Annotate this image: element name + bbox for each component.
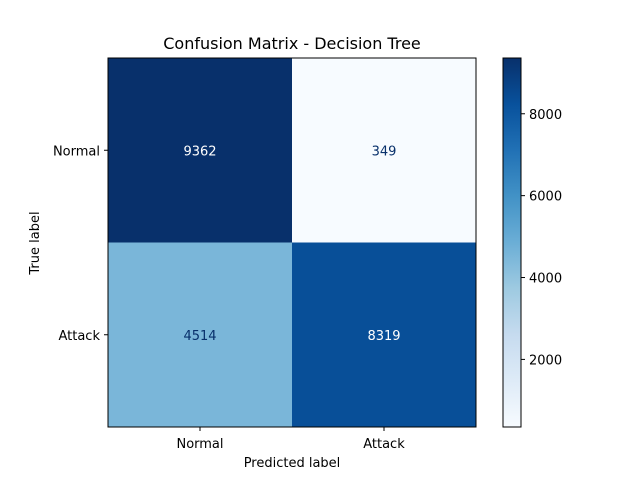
cell-value-label: 9362	[183, 144, 216, 159]
cell-value-label: 349	[372, 144, 397, 159]
matrix-frame	[107, 57, 477, 428]
colorbar	[502, 57, 522, 428]
matrix-cell	[292, 58, 476, 243]
x-tick-label: Normal	[176, 437, 223, 452]
x-axis-label: Predicted label	[244, 456, 341, 471]
matrix-cell	[292, 242, 476, 427]
x-tick-label: Attack	[363, 437, 405, 452]
matrix-cell	[108, 242, 292, 427]
x-axis-ticks: Normal Attack	[176, 427, 405, 452]
chart-title: Confusion Matrix - Decision Tree	[163, 34, 421, 53]
y-tick-label: Attack	[58, 329, 100, 344]
colorbar-ticks: 2000 4000 6000 8000	[521, 108, 562, 368]
y-axis-ticks: Normal Attack	[53, 144, 108, 344]
y-tick-label: Normal	[53, 144, 100, 159]
colorbar-tick-label: 2000	[529, 353, 562, 368]
colorbar-tick-label: 8000	[529, 108, 562, 123]
colorbar-tick-label: 6000	[529, 190, 562, 205]
matrix-cells: 9362 349 4514 8319	[108, 58, 476, 427]
matrix-cell	[108, 58, 292, 243]
cell-value-label: 4514	[183, 329, 216, 344]
colorbar-tick-label: 4000	[529, 272, 562, 287]
y-axis-label: True label	[28, 211, 43, 275]
cell-value-label: 8319	[367, 329, 400, 344]
